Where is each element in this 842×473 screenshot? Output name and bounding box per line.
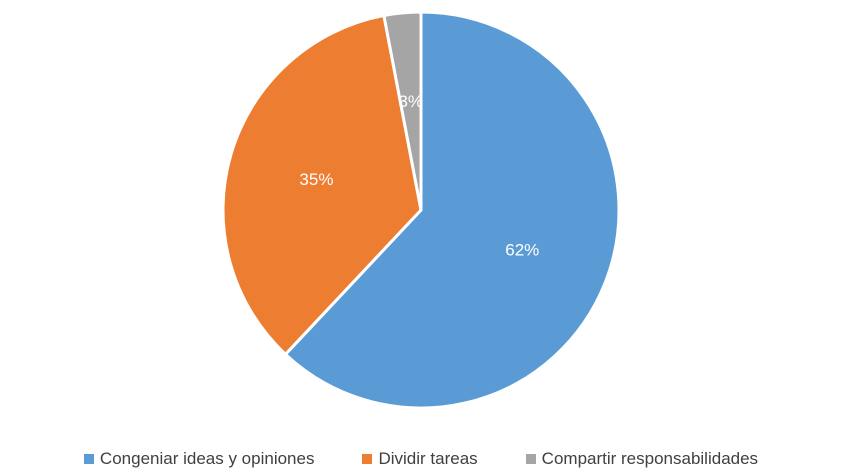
legend-label-1: Dividir tareas [378, 449, 478, 468]
legend-swatch-1 [362, 454, 373, 464]
legend-swatch-2 [525, 454, 536, 464]
chart-legend: Congeniar ideas y opiniones Dividir tare… [0, 447, 842, 471]
legend-label-2: Compartir responsabilidades [541, 449, 759, 468]
legend-item-1: Dividir tareas [362, 449, 478, 469]
pie-slice-2 [382, 10, 423, 212]
pie-slice-1 [221, 14, 423, 356]
data-label-0: 62% [505, 241, 539, 260]
pie-data-labels: 62% 35% 3% [299, 92, 539, 260]
legend-swatch-0 [83, 454, 94, 464]
pie-slices [221, 10, 621, 410]
pie-slice-0 [283, 10, 621, 410]
data-label-1: 35% [299, 170, 333, 189]
legend-item-0: Congeniar ideas y opiniones [83, 449, 315, 469]
data-label-2: 3% [398, 92, 423, 111]
legend-label-0: Congeniar ideas y opiniones [99, 449, 315, 468]
legend-item-2: Compartir responsabilidades [525, 449, 759, 469]
